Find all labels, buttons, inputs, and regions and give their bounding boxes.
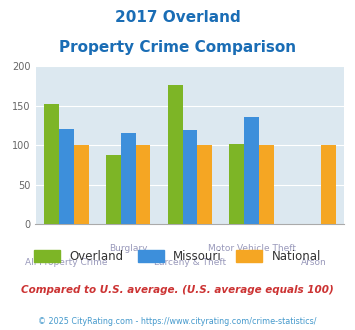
Bar: [182, 130, 197, 224]
Text: 2017 Overland: 2017 Overland: [115, 10, 240, 25]
Text: Larceny & Theft: Larceny & Theft: [154, 258, 226, 267]
Bar: [136, 145, 151, 224]
Legend: Overland, Missouri, National: Overland, Missouri, National: [29, 245, 326, 268]
Text: Compared to U.S. average. (U.S. average equals 100): Compared to U.S. average. (U.S. average …: [21, 285, 334, 295]
Text: Burglary: Burglary: [109, 244, 147, 253]
Text: Motor Vehicle Theft: Motor Vehicle Theft: [208, 244, 296, 253]
Bar: [44, 104, 59, 224]
Bar: [74, 145, 89, 224]
Bar: [59, 129, 74, 224]
Bar: [259, 145, 274, 224]
Bar: [229, 144, 244, 224]
Text: All Property Crime: All Property Crime: [25, 258, 108, 267]
Bar: [106, 155, 121, 224]
Text: © 2025 CityRating.com - https://www.cityrating.com/crime-statistics/: © 2025 CityRating.com - https://www.city…: [38, 317, 317, 326]
Bar: [121, 133, 136, 224]
Bar: [321, 145, 336, 224]
Bar: [168, 85, 182, 224]
Text: Property Crime Comparison: Property Crime Comparison: [59, 40, 296, 54]
Bar: [197, 145, 212, 224]
Bar: [244, 117, 259, 224]
Text: Arson: Arson: [301, 258, 326, 267]
